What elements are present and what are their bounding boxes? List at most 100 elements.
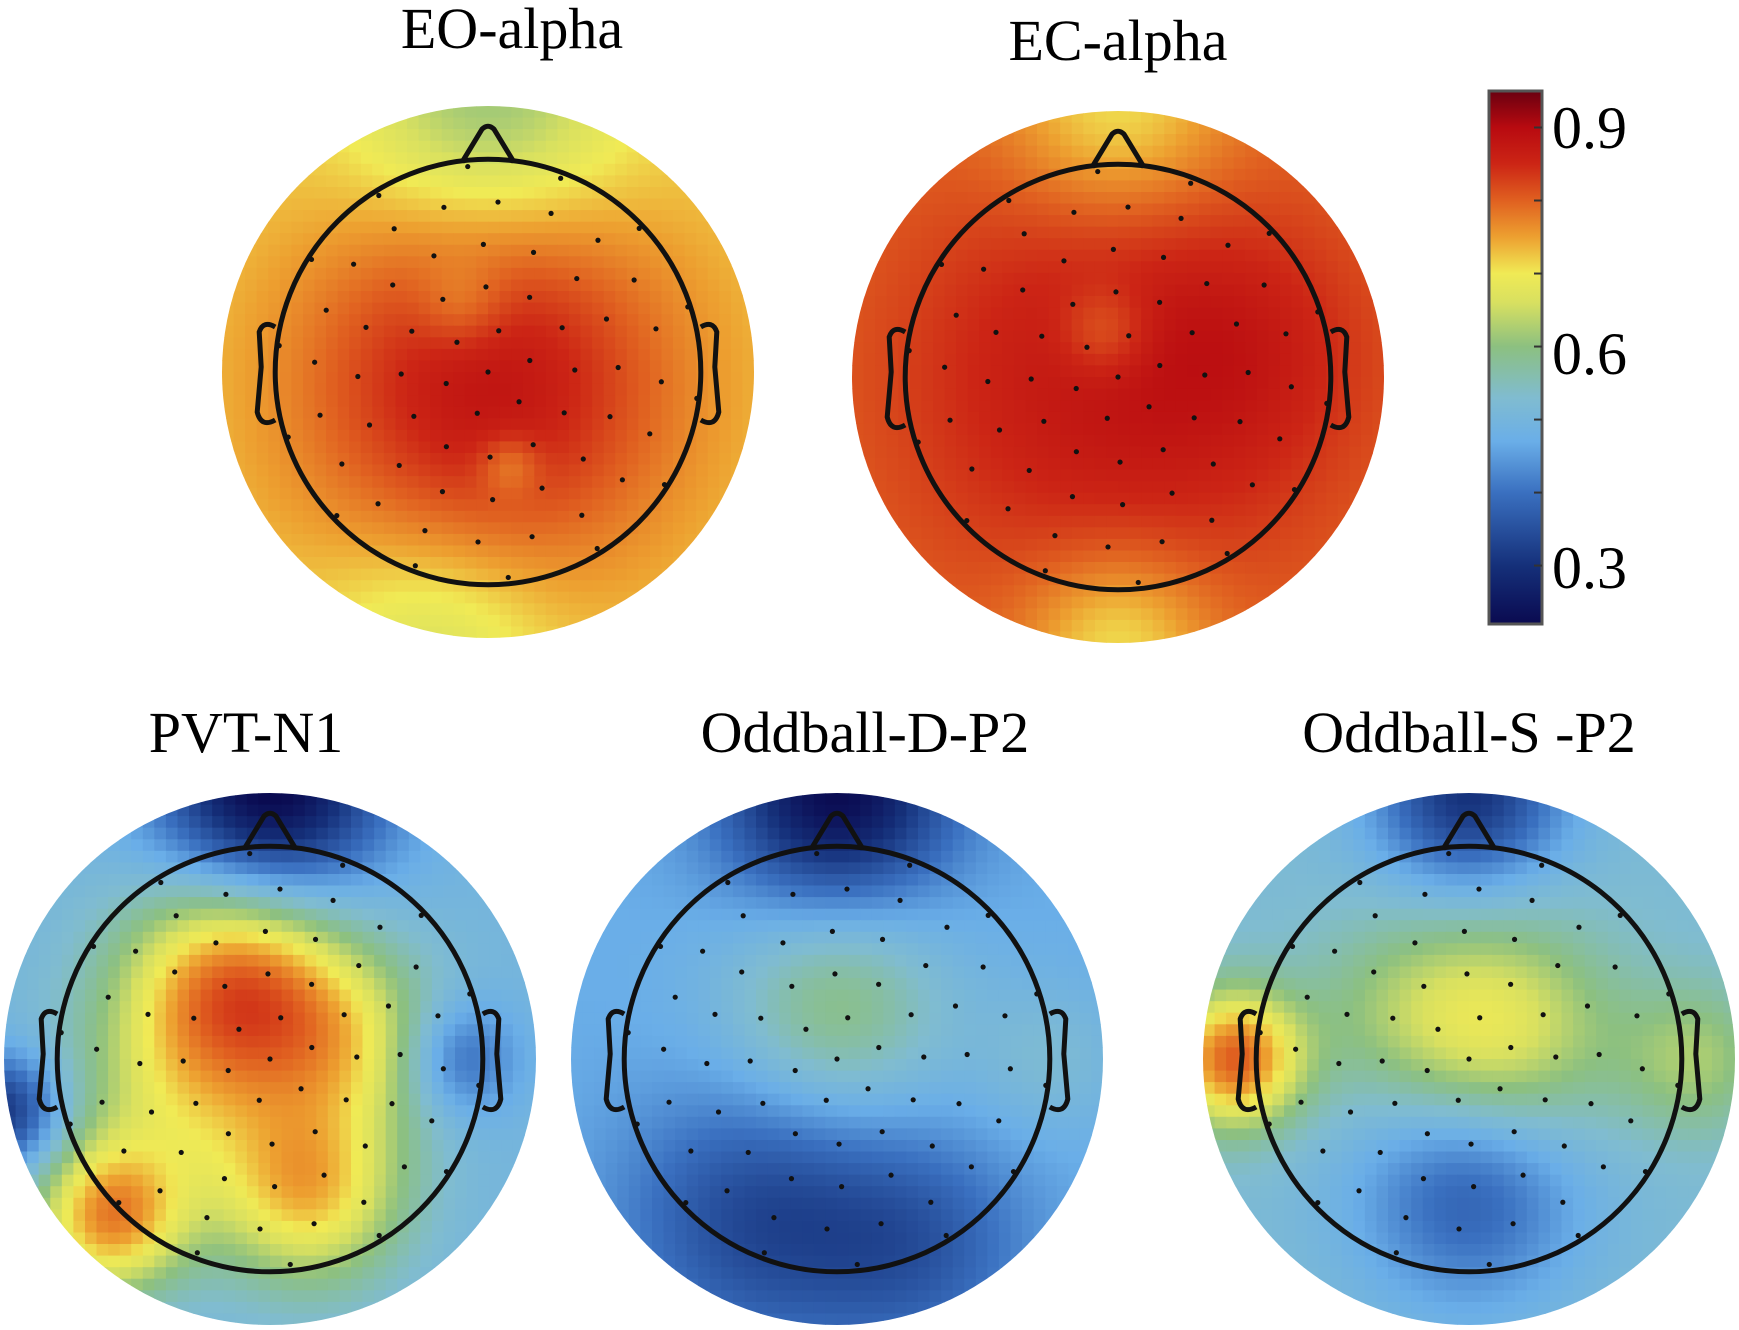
heatmap-cell [303,337,316,350]
heatmap-cell [362,897,375,910]
heatmap-cell [337,557,350,570]
heatmap-cell [1256,585,1269,598]
heatmap-cell [944,319,957,332]
heatmap-cell [730,348,744,362]
heatmap-cell [476,175,489,188]
heatmap-cell [372,568,385,581]
heatmap-cell [1129,469,1142,482]
heatmap-cell [1291,377,1304,390]
heatmap-cell [418,152,431,165]
heatmap-cell [327,989,340,1002]
heatmap-cell [258,943,271,956]
heatmap-cell [27,908,40,921]
heatmap-cell [337,591,350,604]
heatmap-cell [455,1070,468,1083]
heatmap-cell [967,203,980,216]
heatmap-cell [383,487,397,500]
heatmap-cell [362,885,375,898]
heatmap-cell [385,920,398,933]
heatmap-cell [372,163,385,176]
heatmap-cell [580,129,593,142]
heatmap-cell [956,307,969,320]
heatmap-cell [569,499,582,512]
heatmap-cell [1210,168,1223,181]
heatmap-cell [349,187,362,200]
heatmap-cell [1372,400,1384,413]
heatmap-cell [441,406,454,419]
heatmap-cell [1314,342,1327,355]
heatmap-cell [1291,515,1304,528]
heatmap-cell [1083,446,1096,459]
heatmap-cell [270,1093,283,1106]
heatmap-cell [142,839,155,852]
heatmap-cell [1175,238,1188,251]
heatmap-cell [979,145,992,158]
heatmap-cell [1002,434,1015,447]
heatmap-cell [638,302,651,315]
heatmap-cell [362,804,375,817]
heatmap-cell [933,353,946,367]
heatmap-cell [293,816,306,829]
heatmap-cell [1164,377,1177,390]
heatmap-cell [1037,215,1050,228]
heatmap-cell [1025,342,1038,355]
heatmap-cell [131,827,144,840]
heatmap-cell [499,210,512,223]
heatmap-cell [430,383,443,396]
heatmap-cell [557,233,570,246]
heatmap-cell [1060,319,1073,332]
heatmap-cell [1060,226,1073,239]
heatmap-cell [511,372,524,385]
heatmap-cell [418,453,431,466]
heatmap-cell [476,372,489,385]
heatmap-cell [453,244,466,257]
heatmap-cell [316,1128,329,1141]
heatmap-cell [154,966,167,979]
heatmap-cell [374,1001,387,1014]
heatmap-cell [707,464,720,477]
heatmap-cell [233,406,246,419]
heatmap-cell [108,827,121,840]
heatmap-cell [489,897,502,910]
heatmap-cell [1268,458,1281,471]
heatmap-cell [420,1001,433,1014]
heatmap-cell [291,360,304,373]
heatmap-cell [61,1012,74,1025]
heatmap-cell [979,527,992,540]
heatmap-cell [466,1012,479,1025]
heatmap-cell [303,395,316,408]
heatmap-cell [200,1128,213,1141]
heatmap-cell [222,302,235,315]
heatmap-cell [909,203,922,216]
heatmap-cell [293,1128,306,1141]
heatmap-cell [1164,272,1177,286]
heatmap-cell [501,1105,514,1118]
heatmap-cell [615,337,628,350]
heatmap-cell [696,476,709,489]
heatmap-cell [372,117,385,130]
heatmap-cell [466,1140,479,1153]
heatmap-cell [580,441,593,454]
heatmap-cell [407,441,420,454]
heatmap-cell [569,453,582,466]
heatmap-cell [1106,504,1119,517]
heatmap-cell [1233,608,1246,621]
heatmap-cell [372,580,385,593]
heatmap-cell [349,314,362,327]
heatmap-cell [512,931,526,944]
heatmap-cell [1083,261,1096,274]
heatmap-cell [1164,307,1177,320]
heatmap-cell [956,272,969,286]
heatmap-cell [73,1024,86,1037]
heatmap-cell [524,1116,536,1129]
heatmap-cell [476,499,489,512]
heatmap-cell [1025,157,1038,170]
heatmap-cell [281,1140,294,1153]
heatmap-cell [580,163,593,176]
heatmap-cell [649,580,663,593]
heatmap-cell [430,117,443,130]
heatmap-cell [303,372,316,385]
electrode-dot [355,373,361,380]
heatmap-cell [385,1105,398,1118]
heatmap-cell [1048,400,1061,413]
